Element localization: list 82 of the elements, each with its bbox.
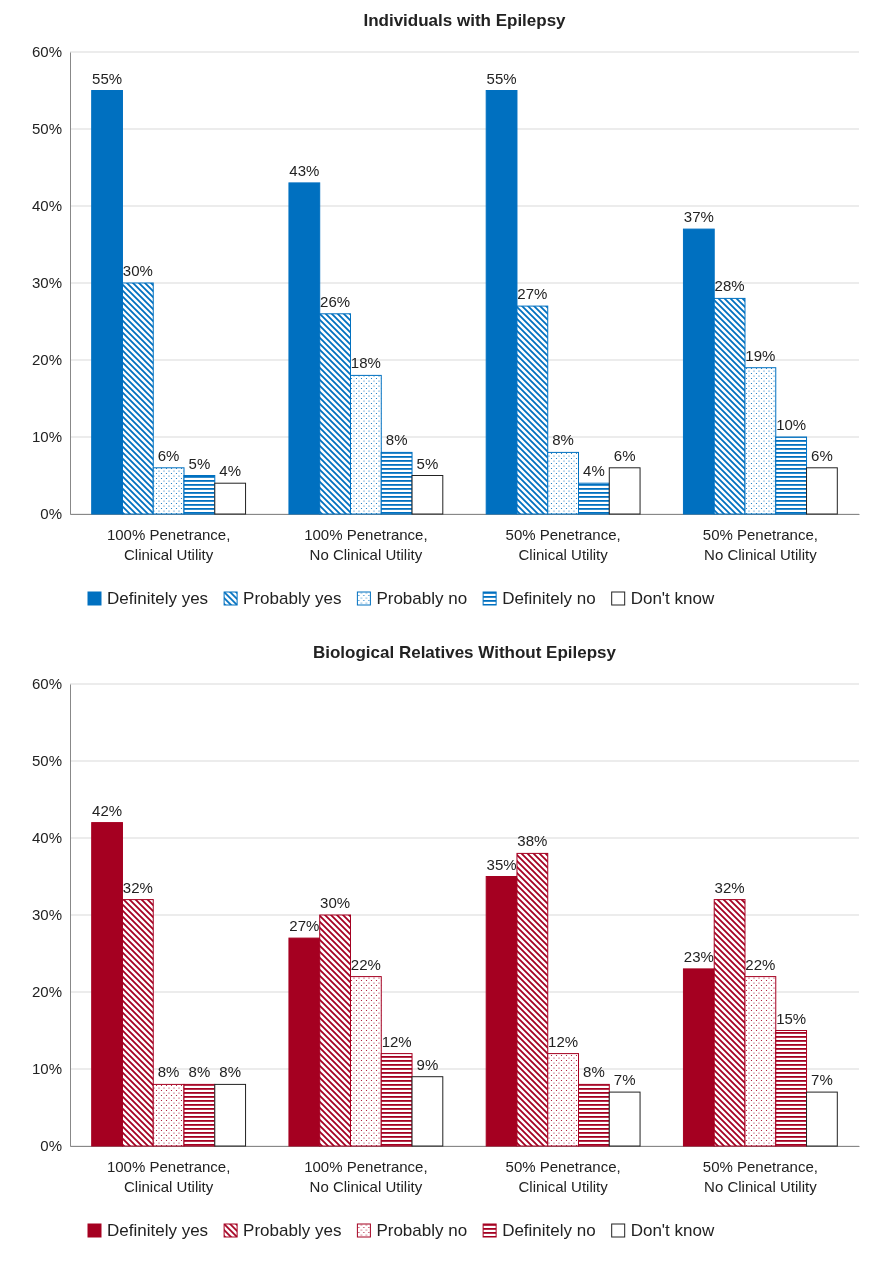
- bar: [806, 1091, 838, 1147]
- data-label: 55%: [92, 69, 123, 87]
- y-tick-label: 20%: [31, 351, 62, 369]
- data-label: 5%: [188, 454, 211, 472]
- legend-label: Definitely no: [502, 1221, 596, 1240]
- bar: [411, 1076, 444, 1147]
- x-tick-label: 100% Penetrance, No Clinical Utility: [304, 526, 428, 563]
- legend-label: Definitely yes: [107, 1221, 209, 1240]
- y-tick-label: 0%: [40, 505, 62, 523]
- y-tick-label: 50%: [31, 752, 62, 770]
- legend-label: Probably yes: [243, 1221, 342, 1240]
- bar: [411, 475, 444, 515]
- data-label: 27%: [289, 917, 320, 935]
- y-tick-label: 30%: [31, 906, 62, 924]
- y-tick-label: 10%: [31, 428, 62, 446]
- x-tick-label: 100% Penetrance, No Clinical Utility: [304, 1158, 428, 1195]
- x-tick-label: 100% Penetrance, Clinical Utility: [106, 1158, 231, 1195]
- bar: [214, 482, 247, 515]
- data-label: 30%: [122, 262, 153, 279]
- data-label: 23%: [683, 947, 714, 965]
- bar: [214, 1083, 247, 1147]
- data-label: 4%: [583, 462, 605, 480]
- bar: [806, 467, 838, 515]
- legend-label: Definitely no: [502, 589, 596, 608]
- data-label: 8%: [219, 1063, 242, 1081]
- data-label: 26%: [320, 292, 351, 310]
- data-label: 7%: [613, 1071, 636, 1089]
- data-label: 6%: [157, 446, 180, 464]
- data-label: 35%: [486, 855, 517, 873]
- data-label: 22%: [745, 955, 776, 973]
- data-label: 8%: [583, 1063, 605, 1081]
- legend-label: Probably yes: [243, 589, 342, 608]
- x-tick-label: 50% Penetrance, No Clinical Utility: [702, 1158, 818, 1195]
- x-tick-label: 50% Penetrance, Clinical Utility: [505, 1158, 621, 1195]
- data-label: 38%: [517, 832, 548, 850]
- data-label: 9%: [416, 1055, 439, 1073]
- legend-label: Don't know: [630, 589, 715, 608]
- data-label: 55%: [486, 69, 517, 87]
- chart-title: Individuals with Epilepsy: [363, 11, 567, 30]
- data-label: 27%: [517, 285, 548, 303]
- data-label: 5%: [416, 454, 439, 472]
- data-label: 42%: [92, 801, 123, 819]
- bar: [608, 1091, 641, 1147]
- data-label: 37%: [683, 208, 714, 226]
- data-label: 30%: [320, 894, 351, 911]
- data-label: 15%: [776, 1009, 807, 1027]
- y-tick-label: 0%: [40, 1137, 62, 1155]
- y-tick-label: 40%: [31, 197, 62, 215]
- y-tick-label: 60%: [31, 675, 62, 693]
- data-label: 19%: [745, 346, 776, 364]
- data-label: 6%: [811, 446, 833, 464]
- y-tick-label: 30%: [31, 274, 62, 292]
- data-label: 8%: [385, 431, 408, 449]
- legend-label: Definitely yes: [107, 589, 209, 608]
- data-label: 8%: [552, 431, 574, 449]
- data-label: 8%: [157, 1063, 180, 1081]
- x-tick-label: 100% Penetrance, Clinical Utility: [106, 526, 231, 563]
- data-label: 7%: [811, 1071, 833, 1089]
- data-label: 4%: [219, 462, 242, 480]
- data-label: 28%: [714, 277, 745, 295]
- y-tick-label: 60%: [31, 43, 62, 61]
- data-label: 18%: [350, 354, 381, 372]
- data-label: 12%: [548, 1032, 579, 1050]
- y-tick-label: 10%: [31, 1060, 62, 1078]
- x-tick-label: 50% Penetrance, No Clinical Utility: [702, 526, 818, 563]
- data-label: 6%: [613, 446, 636, 464]
- x-tick-label: 50% Penetrance, Clinical Utility: [505, 526, 621, 563]
- data-label: 32%: [714, 878, 745, 896]
- chart-title: Biological Relatives Without Epilepsy: [312, 643, 617, 662]
- data-label: 10%: [776, 416, 807, 433]
- legend-label: Probably no: [376, 1221, 468, 1240]
- data-label: 8%: [188, 1063, 211, 1081]
- y-tick-label: 50%: [31, 120, 62, 138]
- data-label: 43%: [289, 161, 320, 179]
- data-label: 32%: [122, 878, 153, 896]
- data-label: 22%: [350, 955, 381, 973]
- data-label: 12%: [381, 1032, 412, 1050]
- bar: [608, 467, 641, 515]
- legend-label: Don't know: [630, 1221, 715, 1240]
- y-tick-label: 40%: [31, 829, 62, 847]
- legend-label: Probably no: [376, 589, 468, 608]
- y-tick-label: 20%: [31, 983, 62, 1001]
